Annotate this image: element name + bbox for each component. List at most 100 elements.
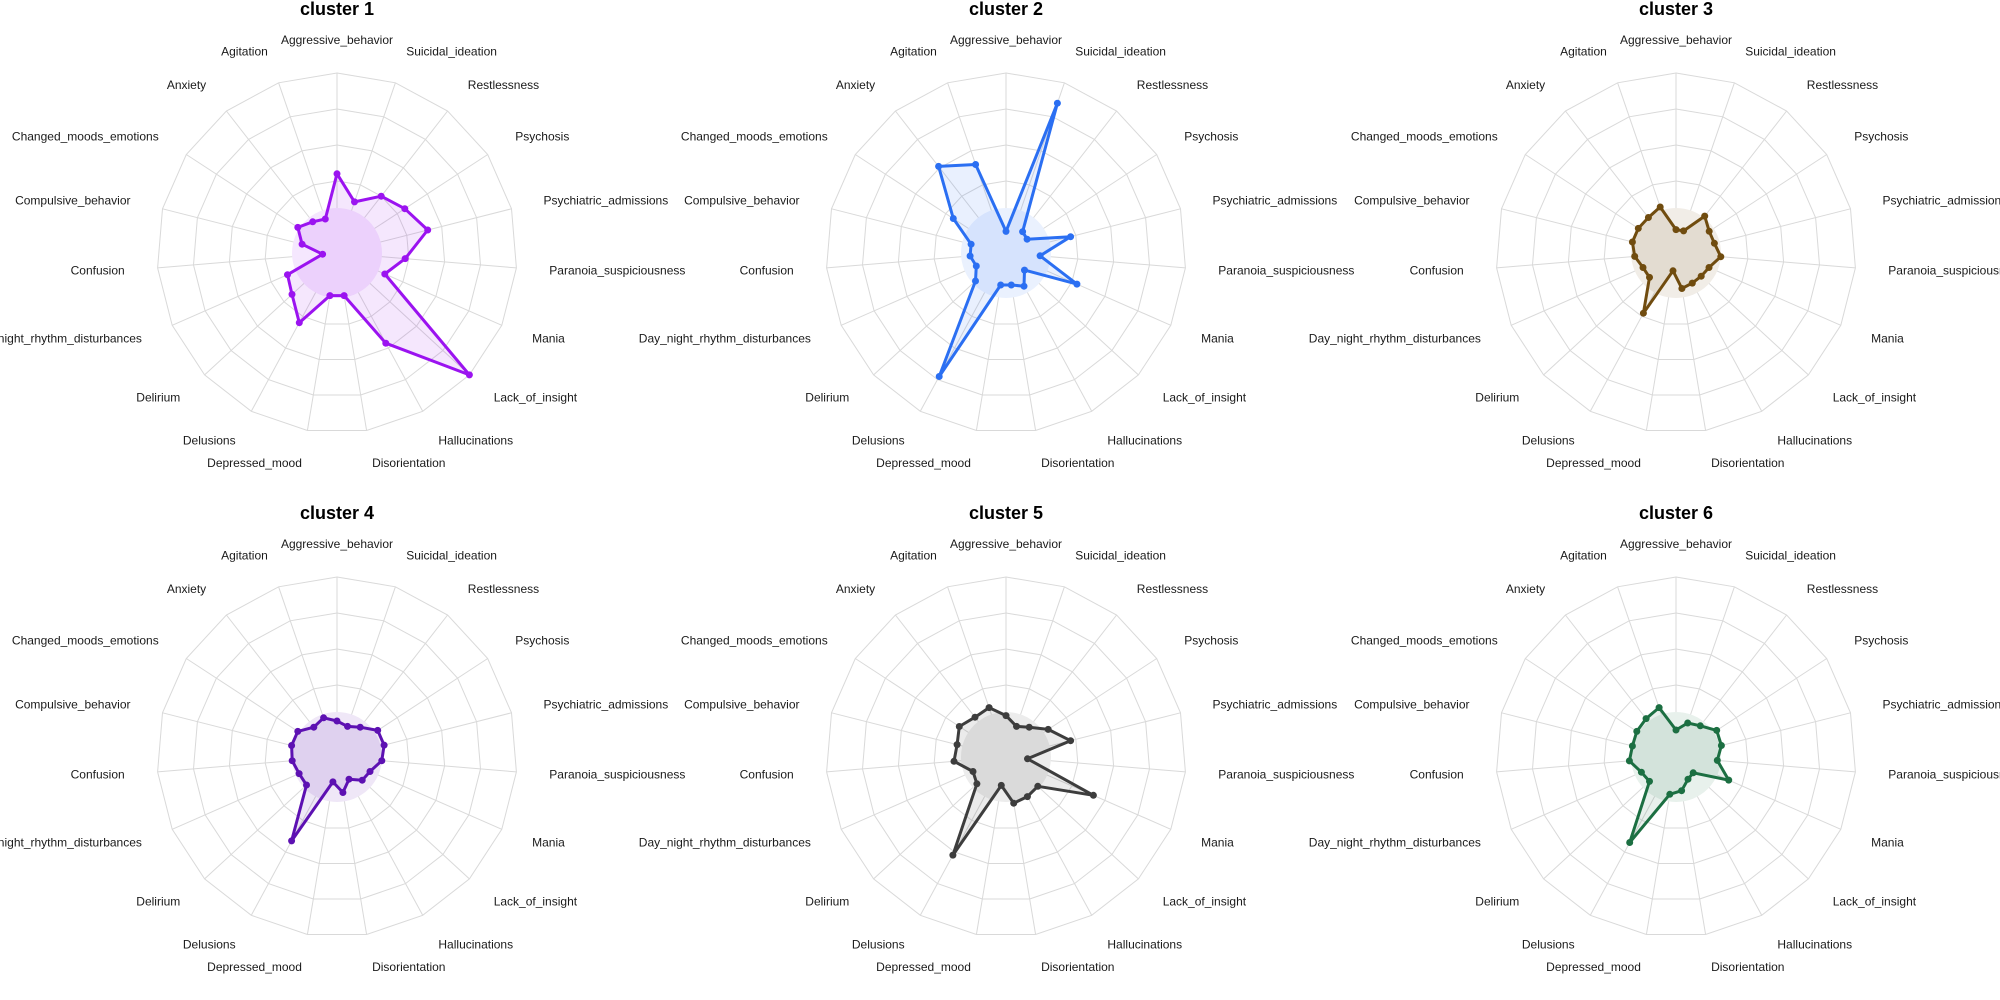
category-label: Mania (1871, 836, 1904, 850)
category-label: Delusions (1522, 937, 1575, 951)
category-label: Delirium (805, 894, 849, 908)
data-point (1013, 722, 1020, 730)
chart-title: cluster 4 (300, 503, 374, 523)
data-point (972, 262, 980, 270)
data-point (1023, 235, 1031, 243)
category-label: Anxiety (836, 78, 875, 92)
data-point (1678, 285, 1686, 292)
data-point (303, 781, 310, 789)
category-label: Agitation (221, 549, 268, 563)
data-point (1678, 787, 1686, 795)
grid-ring (1531, 108, 1821, 396)
category-label: Depressed_mood (207, 960, 302, 974)
data-point (955, 723, 963, 730)
data-point (1019, 228, 1027, 236)
category-label: Restlessness (1137, 582, 1208, 596)
category-label: Compulsive_behavior (684, 698, 799, 712)
data-point (321, 215, 329, 223)
category-label: Delirium (1475, 390, 1519, 404)
grid-ring (228, 144, 446, 360)
category-label: Paranoia_suspiciousness (1888, 768, 2000, 782)
data-point (1628, 742, 1636, 750)
radar-chart-1: Aggressive_behavior Suicidal_ideation Rest… (0, 0, 685, 470)
category-label: Depressed_mood (1546, 960, 1641, 974)
category-label: Paranoia_suspiciousness (1888, 264, 2000, 278)
category-label: Mania (1871, 332, 1904, 346)
data-point (351, 198, 358, 206)
category-label: Confusion (1410, 264, 1464, 278)
category-label: Agitation (890, 549, 937, 563)
category-label: Changed_moods_emotions (12, 634, 159, 648)
data-point (1628, 238, 1636, 246)
data-point (1644, 214, 1652, 221)
data-point (950, 757, 958, 765)
category-label: Aggressive_behavior (950, 537, 1062, 551)
category-label: Confusion (71, 768, 125, 782)
category-label: Hallucinations (1777, 937, 1852, 951)
category-label: Delusions (852, 433, 905, 447)
grid-ring (264, 684, 410, 829)
grid-ring (264, 180, 410, 325)
category-label: Confusion (71, 264, 125, 278)
data-point (1672, 226, 1680, 234)
category-label: Psychosis (515, 634, 569, 648)
chart-title: cluster 2 (969, 0, 1043, 19)
category-label: Lack_of_insight (1833, 894, 1917, 908)
data-point (1002, 227, 1010, 235)
category-label: Hallucinations (438, 937, 513, 951)
data-point (1725, 776, 1733, 784)
grid-ring (861, 108, 1151, 396)
category-label: Delusions (852, 937, 905, 951)
chart-title: cluster 5 (969, 503, 1043, 523)
category-label: Day_night_rhythm_disturbances (639, 332, 811, 346)
category-label: Mania (1201, 836, 1234, 850)
data-point (288, 290, 296, 298)
data-point (997, 781, 1005, 789)
data-point (358, 776, 366, 784)
category-label: Psychosis (515, 130, 569, 144)
data-point (344, 722, 351, 730)
data-point (1646, 777, 1653, 785)
data-point (288, 757, 296, 765)
data-point (401, 205, 409, 213)
data-point (1684, 719, 1692, 727)
category-label: Depressed_mood (876, 960, 971, 974)
grid-ring (826, 72, 1186, 431)
data-point (972, 277, 979, 285)
category-label: Confusion (740, 768, 794, 782)
grid-ring (192, 108, 482, 396)
series-polygon (937, 101, 1079, 378)
data-point (1713, 756, 1721, 764)
grid-ring (1603, 180, 1749, 325)
series-polygon (1627, 706, 1731, 844)
data-point (1044, 725, 1052, 733)
category-label: Psychiatric_admissions (544, 698, 669, 712)
radar-chart-2: Aggressive_behavior Suicidal_ideation Rest… (639, 0, 1355, 470)
grid-ring (1567, 144, 1785, 360)
data-point (935, 373, 943, 380)
data-point (339, 789, 347, 796)
category-label: Psychiatric_admissions (1213, 194, 1338, 208)
data-point (949, 215, 957, 222)
data-point (1646, 273, 1653, 281)
category-label: Psychiatric_admissions (1883, 698, 2000, 712)
data-point (1689, 769, 1697, 777)
category-label: Compulsive_behavior (1354, 698, 1469, 712)
data-point (329, 778, 337, 786)
data-point (1073, 280, 1081, 288)
data-point (377, 192, 385, 200)
category-label: Anxiety (167, 78, 206, 92)
data-point (1705, 264, 1713, 271)
data-point (1669, 267, 1677, 275)
data-point (1717, 253, 1725, 261)
data-point (1672, 726, 1680, 734)
data-point (1656, 203, 1664, 211)
category-label: Anxiety (1506, 78, 1545, 92)
category-label: Suicidal_ideation (406, 45, 497, 59)
category-label: Depressed_mood (876, 456, 971, 470)
data-point (1053, 99, 1061, 107)
data-point (1631, 252, 1639, 260)
data-point (310, 723, 318, 731)
category-label: Aggressive_behavior (1620, 33, 1732, 47)
